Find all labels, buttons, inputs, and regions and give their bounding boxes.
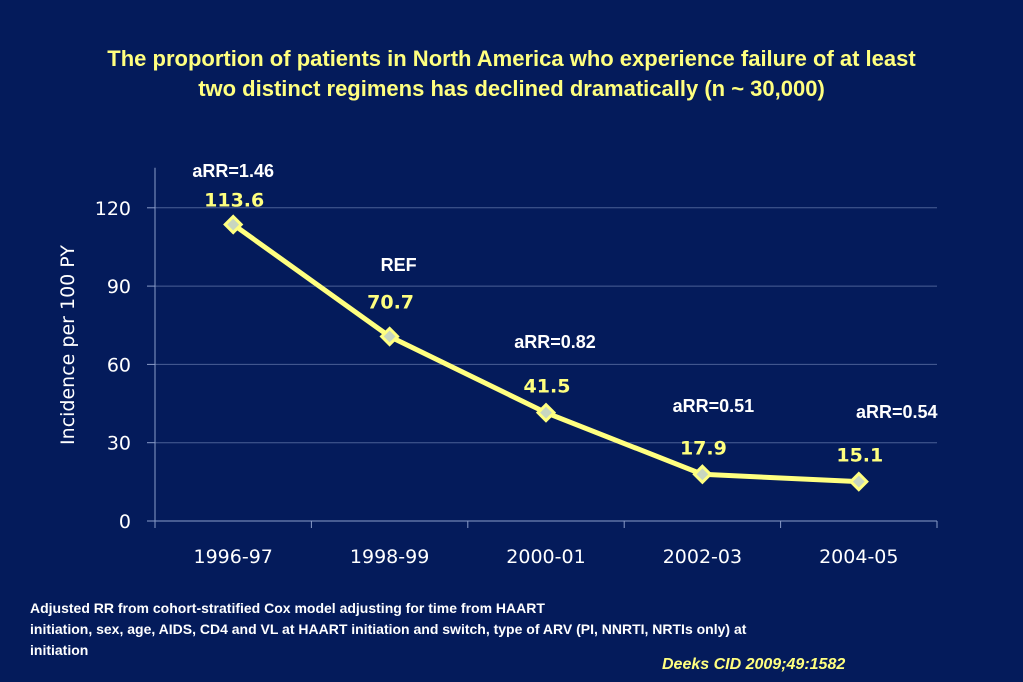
- data-label: 70.7: [367, 291, 414, 313]
- arr-annotation: REF: [381, 255, 417, 275]
- y-axis-label: Incidence per 100 PY: [57, 245, 79, 445]
- axes: [147, 167, 938, 528]
- footnote-line-1: Adjusted RR from cohort-stratified Cox m…: [30, 600, 545, 616]
- y-tick-label: 120: [95, 198, 131, 220]
- data-label: 41.5: [524, 376, 571, 398]
- footnote-line-2: initiation, sex, age, AIDS, CD4 and VL a…: [30, 621, 747, 637]
- arr-annotation: aRR=0.82: [514, 332, 596, 352]
- y-tick-label: 90: [107, 276, 131, 298]
- footnote: Adjusted RR from cohort-stratified Cox m…: [30, 598, 990, 661]
- x-tick-label: 2000-01: [506, 546, 585, 568]
- data-point-marker: [692, 464, 713, 485]
- x-tick-label: 1996-97: [194, 546, 273, 568]
- data-label: 17.9: [680, 437, 727, 459]
- arr-annotation: aRR=0.51: [673, 396, 755, 416]
- x-tick-label: 1998-99: [350, 546, 429, 568]
- x-tick-label: 2004-05: [819, 546, 898, 568]
- arr-annotation: aRR=1.46: [192, 161, 274, 181]
- data-labels: 113.6 70.7 41.5 17.9 15.1: [204, 190, 883, 467]
- arr-annotation: aRR=0.54: [856, 402, 938, 422]
- data-point-marker: [535, 402, 557, 423]
- y-tick-label: 0: [119, 511, 131, 533]
- data-label: 113.6: [204, 190, 264, 212]
- data-point-marker: [223, 214, 244, 235]
- data-markers: [223, 214, 869, 492]
- title-line-1: The proportion of patients in North Amer…: [107, 46, 916, 71]
- title-line-2: two distinct regimens has declined drama…: [198, 76, 825, 101]
- x-tick-label: 2002-03: [663, 546, 742, 568]
- citation: Deeks CID 2009;49:1582: [662, 656, 846, 673]
- footnote-line-3: initiation: [30, 642, 89, 658]
- x-tick-labels: 1996-97 1998-99 2000-01 2002-03 2004-05: [194, 546, 899, 568]
- y-tick-label: 30: [107, 433, 131, 455]
- annotations: aRR=1.46 REF aRR=0.82 aRR=0.51 aRR=0.54: [192, 161, 937, 422]
- gridlines: [155, 207, 937, 444]
- data-point-marker: [848, 471, 869, 492]
- y-tick-label: 60: [107, 354, 131, 376]
- slide-title: The proportion of patients in North Amer…: [0, 44, 1023, 104]
- data-point-marker: [379, 326, 400, 347]
- y-tick-labels: 0 30 60 90 120: [95, 198, 131, 533]
- data-label: 15.1: [836, 445, 883, 467]
